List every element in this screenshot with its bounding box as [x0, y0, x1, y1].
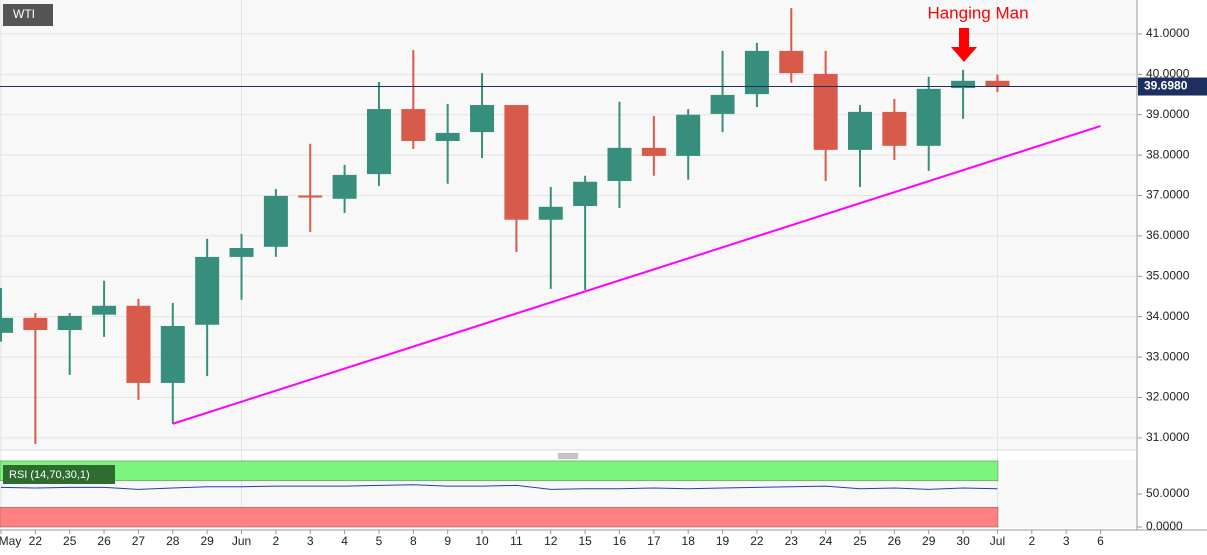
candle-body: [263, 195, 288, 247]
candle-body: [573, 181, 598, 207]
x-tick-label: 22: [29, 534, 43, 548]
x-tick-label: 26: [97, 534, 111, 548]
x-tick-label: 17: [647, 534, 661, 548]
x-tick-label: 16: [613, 534, 627, 548]
y-tick-label: 39.0000: [1146, 107, 1190, 121]
last-price-label: 39.6980: [1144, 79, 1188, 93]
x-tick-label: 6: [1097, 534, 1104, 548]
y-tick-label: 41.0000: [1146, 26, 1190, 40]
annotation-arrow: [951, 28, 977, 62]
x-tick-label: 30: [956, 534, 970, 548]
candle-body: [710, 94, 735, 114]
title-box: [3, 4, 53, 26]
x-tick-label: 23: [785, 534, 799, 548]
candle-body: [779, 50, 804, 74]
y-tick-label: 50.0000: [1146, 486, 1190, 500]
x-tick-label: 5: [376, 534, 383, 548]
candle-body: [848, 111, 872, 150]
arrow-head: [951, 47, 977, 62]
chart-title: WTI: [13, 7, 35, 21]
x-tick-label: 25: [63, 534, 77, 548]
candle-body: [813, 73, 838, 150]
y-tick-label: 0.0000: [1146, 519, 1183, 533]
y-tick-label: 31.0000: [1146, 430, 1190, 444]
x-tick-label: 2: [273, 534, 280, 548]
y-tick-label: 35.0000: [1146, 268, 1190, 282]
candle-body: [470, 105, 495, 133]
x-tick-label: May: [0, 534, 21, 548]
y-tick-label: 38.0000: [1146, 147, 1190, 161]
x-tick-label: 3: [1063, 534, 1070, 548]
candle-body: [229, 248, 254, 257]
rsi-band: [0, 460, 999, 482]
x-tick-label: 28: [166, 534, 180, 548]
candle-body: [298, 195, 323, 198]
y-tick-label: 32.0000: [1146, 390, 1190, 404]
x-tick-label: 12: [544, 534, 558, 548]
x-tick-label: 9: [444, 534, 451, 548]
rsi-title: RSI (14,70,30,1): [9, 469, 90, 481]
x-tick-label: 19: [716, 534, 730, 548]
x-tick-label: 10: [475, 534, 489, 548]
candle-body: [504, 105, 529, 220]
rsi-title-box: [3, 465, 115, 484]
candle-body: [744, 50, 769, 95]
candle-body: [985, 80, 1010, 87]
y-tick-label: 33.0000: [1146, 349, 1190, 363]
candle-body: [332, 174, 357, 199]
candle-body: [160, 325, 185, 383]
candle-body: [916, 88, 941, 146]
x-tick-label: 18: [682, 534, 696, 548]
rsi-band: [0, 506, 999, 528]
candle-body: [607, 147, 632, 181]
last-price-box: [1138, 77, 1207, 96]
arrow-shaft: [959, 28, 969, 48]
annotation: Hanging Man: [927, 3, 1028, 22]
y-tick-label: 40.0000: [1146, 66, 1190, 80]
candle-body: [435, 132, 460, 141]
candle-body: [23, 317, 48, 331]
candle-body: [538, 206, 563, 220]
x-tick-label: 15: [578, 534, 592, 548]
candle-body: [676, 114, 701, 156]
price-panel: [0, 0, 1137, 450]
candle-body: [366, 109, 391, 175]
x-tick-label: 22: [750, 534, 764, 548]
x-tick-label: 8: [410, 534, 417, 548]
candle-body: [126, 305, 151, 383]
x-tick-label: 25: [853, 534, 867, 548]
candle-body: [0, 317, 13, 333]
candle-body: [951, 80, 976, 89]
candle-body: [92, 305, 117, 315]
y-tick-label: 34.0000: [1146, 309, 1190, 323]
y-tick-label: 37.0000: [1146, 188, 1190, 202]
x-tick-label: Jun: [232, 534, 251, 548]
candle-body: [641, 147, 666, 156]
candle-body: [882, 111, 907, 146]
candle-body: [195, 256, 220, 325]
x-tick-label: 27: [132, 534, 146, 548]
x-tick-label: Jul: [990, 534, 1005, 548]
x-tick-label: 3: [307, 534, 314, 548]
x-tick-label: 29: [200, 534, 214, 548]
trendline: [172, 125, 1101, 425]
x-tick-label: 24: [819, 534, 833, 548]
x-tick-label: 11: [510, 534, 523, 548]
y-tick-label: 36.0000: [1146, 228, 1190, 242]
rsi-line: [0, 484, 998, 490]
x-tick-label: 2: [1028, 534, 1035, 548]
x-tick-label: 26: [888, 534, 902, 548]
candle-body: [57, 315, 82, 331]
x-tick-label: 29: [922, 534, 936, 548]
resize-handle[interactable]: [558, 453, 578, 459]
candle-body: [401, 109, 426, 141]
x-tick-label: 4: [341, 534, 348, 548]
